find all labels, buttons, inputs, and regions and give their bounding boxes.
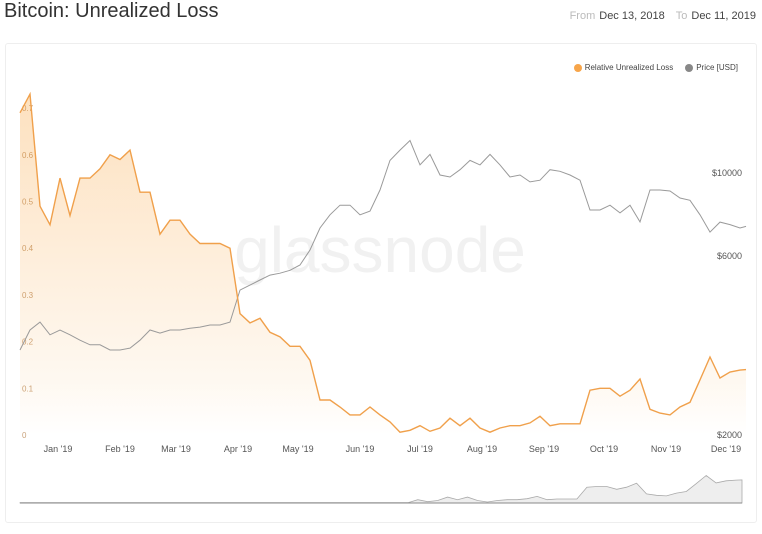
chart-card	[5, 43, 757, 523]
gray-dot-icon	[685, 63, 694, 72]
x-tick-label: Jun '19	[346, 444, 375, 454]
to-label: To	[675, 10, 688, 22]
legend-item-price[interactable]: Price [USD]	[685, 63, 738, 72]
x-tick-label: Apr '19	[224, 444, 252, 454]
navigator[interactable]	[19, 474, 743, 504]
loss-area	[20, 94, 746, 435]
x-tick-label: Jan '19	[44, 444, 73, 454]
date-range: From Dec 13, 2018 To Dec 11, 2019	[562, 10, 756, 22]
x-tick-label: Dec '19	[711, 444, 741, 454]
x-tick-label: Sep '19	[529, 444, 559, 454]
watermark: glassnode	[234, 214, 526, 286]
y-right-tick-label: $6000	[717, 251, 742, 261]
to-date[interactable]: Dec 11, 2019	[691, 10, 756, 22]
y-right-tick-label: $10000	[712, 168, 742, 178]
x-tick-label: May '19	[282, 444, 313, 454]
orange-dot-icon	[573, 63, 582, 72]
legend: Relative Unrealized Loss Price [USD]	[573, 63, 738, 72]
from-label: From	[569, 10, 596, 22]
y-left-tick-label: 0	[22, 431, 27, 440]
x-tick-label: Mar '19	[161, 444, 191, 454]
page-title: Bitcoin: Unrealized Loss	[4, 0, 219, 22]
x-tick-label: Aug '19	[467, 444, 497, 454]
x-tick-label: Oct '19	[590, 444, 618, 454]
navigator-series	[19, 474, 743, 504]
from-date[interactable]: Dec 13, 2018	[599, 10, 665, 22]
price-line	[19, 139, 747, 351]
x-tick-label: Feb '19	[105, 444, 135, 454]
x-tick-label: Nov '19	[651, 444, 681, 454]
loss-line	[19, 91, 747, 433]
x-tick-label: Jul '19	[407, 444, 433, 454]
legend-item-loss[interactable]: Relative Unrealized Loss	[573, 63, 673, 72]
